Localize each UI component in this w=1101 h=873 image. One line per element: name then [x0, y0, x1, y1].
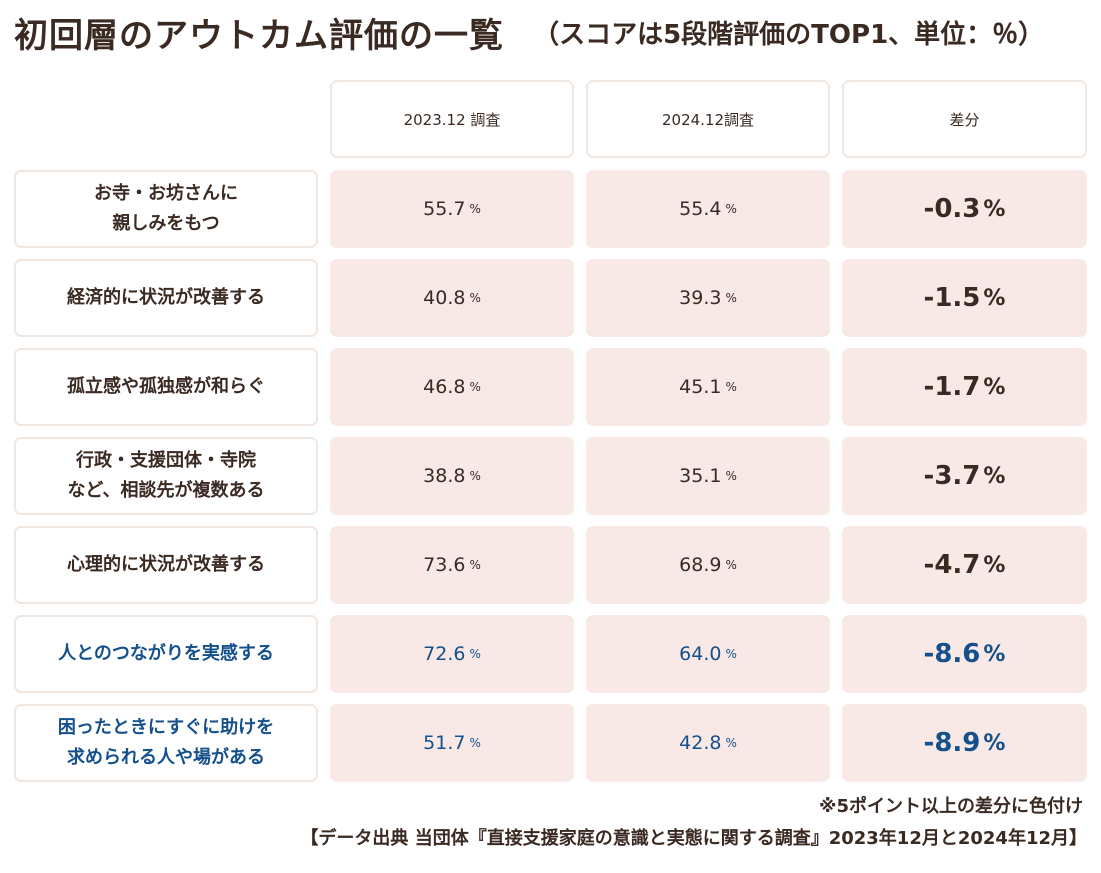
- value-2024: 64.0%: [586, 615, 830, 693]
- value-number: 40.8: [423, 287, 466, 309]
- data-source: 【データ出典 当団体『直接支援家庭の意識と実態に関する調査』2023年12月と2…: [300, 828, 1087, 849]
- column-header-2024: 2024.12調査: [586, 80, 830, 158]
- column-header-diff: 差分: [842, 80, 1087, 158]
- value-diff: -1.7%: [842, 348, 1087, 426]
- value-number: -0.3: [923, 194, 981, 224]
- unit-percent: %: [469, 558, 481, 572]
- value-number: -8.9: [923, 728, 981, 758]
- unit-percent: %: [469, 469, 481, 483]
- row-label-line: 親しみをもつ: [112, 213, 220, 234]
- page-title: 初回層のアウトカム評価の一覧: [14, 16, 504, 56]
- value-2023: 73.6%: [330, 526, 574, 604]
- value-2024: 35.1%: [586, 437, 830, 515]
- value-number: 68.9: [679, 554, 722, 576]
- value-diff: -3.7%: [842, 437, 1087, 515]
- value-number: 72.6: [423, 643, 466, 665]
- value-2023: 38.8%: [330, 437, 574, 515]
- value-2024: 55.4%: [586, 170, 830, 248]
- unit-percent: %: [983, 730, 1006, 756]
- column-header-2023: 2023.12 調査: [330, 80, 574, 158]
- row-label: 人とのつながりを実感する: [14, 615, 318, 693]
- row-label: 心理的に状況が改善する: [14, 526, 318, 604]
- value-2023: 40.8%: [330, 259, 574, 337]
- unit-percent: %: [983, 374, 1006, 400]
- row-label-line: 経済的に状況が改善する: [67, 287, 265, 308]
- value-number: 45.1: [679, 376, 722, 398]
- value-number: -3.7: [923, 461, 981, 491]
- unit-percent: %: [469, 291, 481, 305]
- row-label: 孤立感や孤独感が和らぐ: [14, 348, 318, 426]
- value-number: 64.0: [679, 643, 722, 665]
- unit-percent: %: [983, 463, 1006, 489]
- value-diff: -1.5%: [842, 259, 1087, 337]
- title-bar: 初回層のアウトカム評価の一覧 （スコアは5段階評価のTOP1、単位：％）: [14, 8, 1094, 60]
- unit-percent: %: [725, 291, 737, 305]
- value-diff: -8.9%: [842, 704, 1087, 782]
- value-number: 55.7: [423, 198, 466, 220]
- value-number: 46.8: [423, 376, 466, 398]
- value-number: 39.3: [679, 287, 722, 309]
- value-number: 55.4: [679, 198, 722, 220]
- value-2023: 46.8%: [330, 348, 574, 426]
- row-label: 行政・支援団体・寺院 など、相談先が複数ある: [14, 437, 318, 515]
- value-number: 42.8: [679, 732, 722, 754]
- unit-percent: %: [725, 380, 737, 394]
- unit-percent: %: [983, 552, 1006, 578]
- unit-percent: %: [469, 736, 481, 750]
- value-number: -1.5: [923, 283, 981, 313]
- unit-percent: %: [983, 285, 1006, 311]
- row-label-line: 心理的に状況が改善する: [67, 554, 265, 575]
- row-label-line: 求められる人や場がある: [67, 747, 265, 768]
- page-subtitle: （スコアは5段階評価のTOP1、単位：％）: [533, 20, 1045, 50]
- unit-percent: %: [983, 641, 1006, 667]
- highlight-note: ※5ポイント以上の差分に色付け: [818, 796, 1083, 817]
- unit-percent: %: [725, 736, 737, 750]
- value-number: 38.8: [423, 465, 466, 487]
- row-label-line: など、相談先が複数ある: [67, 480, 265, 501]
- value-number: -1.7: [923, 372, 981, 402]
- unit-percent: %: [725, 202, 737, 216]
- value-diff: -0.3%: [842, 170, 1087, 248]
- unit-percent: %: [469, 647, 481, 661]
- value-number: 35.1: [679, 465, 722, 487]
- value-2023: 72.6%: [330, 615, 574, 693]
- unit-percent: %: [469, 202, 481, 216]
- row-label-line: 人とのつながりを実感する: [58, 643, 274, 664]
- unit-percent: %: [725, 558, 737, 572]
- value-number: 51.7: [423, 732, 466, 754]
- value-2024: 39.3%: [586, 259, 830, 337]
- value-number: -8.6: [923, 639, 981, 669]
- unit-percent: %: [983, 196, 1006, 222]
- row-label-line: 行政・支援団体・寺院: [76, 450, 256, 471]
- unit-percent: %: [725, 469, 737, 483]
- row-label: 困ったときにすぐに助けを 求められる人や場がある: [14, 704, 318, 782]
- row-label-line: お寺・お坊さんに: [94, 183, 238, 204]
- unit-percent: %: [725, 647, 737, 661]
- value-number: 73.6: [423, 554, 466, 576]
- value-2023: 51.7%: [330, 704, 574, 782]
- value-number: -4.7: [923, 550, 981, 580]
- value-2024: 42.8%: [586, 704, 830, 782]
- value-diff: -8.6%: [842, 615, 1087, 693]
- value-2024: 45.1%: [586, 348, 830, 426]
- unit-percent: %: [469, 380, 481, 394]
- row-label-line: 困ったときにすぐに助けを: [57, 717, 275, 738]
- row-label: 経済的に状況が改善する: [14, 259, 318, 337]
- value-diff: -4.7%: [842, 526, 1087, 604]
- value-2024: 68.9%: [586, 526, 830, 604]
- row-label: お寺・お坊さんに 親しみをもつ: [14, 170, 318, 248]
- value-2023: 55.7%: [330, 170, 574, 248]
- row-label-line: 孤立感や孤独感が和らぐ: [67, 376, 265, 397]
